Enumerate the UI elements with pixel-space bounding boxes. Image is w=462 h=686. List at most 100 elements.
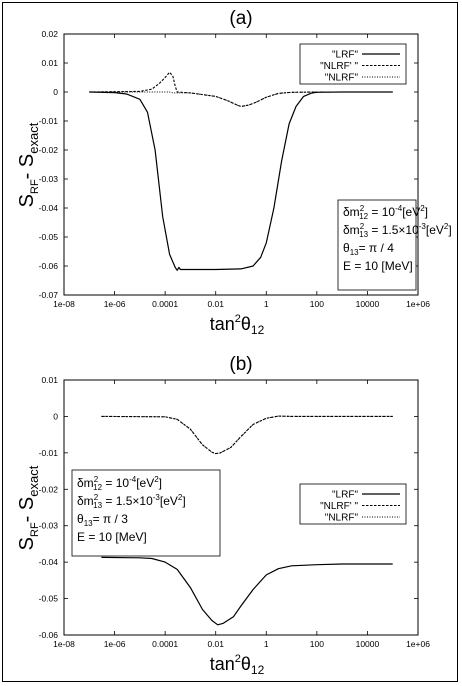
panel-a-params-box	[337, 199, 417, 291]
param-base: θ	[77, 512, 84, 526]
param-sub: 12	[359, 212, 368, 221]
param-sub: 13	[84, 519, 93, 528]
figure-frame	[2, 2, 458, 682]
panel-b-y-tick-label: -0.06	[39, 630, 59, 640]
panel-b-x-tick-label: 10000	[356, 639, 380, 649]
panel-b-series-dotted-line	[101, 415, 393, 455]
panel-a-y-tick-label: 0.01	[41, 58, 58, 68]
panel-a-x-tick-label: 1	[264, 299, 269, 309]
param-mid: = π / 4	[359, 241, 395, 255]
panel-b-y-tick-label: -0.03	[39, 521, 59, 531]
param-sup: 2	[420, 204, 425, 213]
ylabel-sub: exact	[26, 122, 41, 153]
panel-a-param-line: E = 10 [MeV]	[343, 259, 413, 273]
panel-a-series-solid-line	[89, 91, 393, 271]
panel-b-param-line: E = 10 [MeV]	[77, 530, 147, 544]
param-mid: = 10	[368, 205, 395, 219]
param-sup: -4	[129, 475, 137, 484]
xlabel-tan: tan	[210, 654, 235, 674]
param-mid: = 1.5×10	[368, 223, 419, 237]
param-unit: [eV	[402, 205, 420, 219]
panel-b-x-tick-label: 1e-06	[104, 639, 126, 649]
param-tail: ]	[448, 223, 451, 237]
param-sup: 2	[178, 493, 183, 502]
param-sub: 13	[359, 230, 368, 239]
param-sub: 13	[93, 501, 102, 510]
xlabel-theta: θ	[241, 654, 251, 674]
panel-b-y-tick-label: 0.01	[41, 375, 58, 385]
panel-b-plot-area	[63, 379, 419, 636]
xlabel-theta: θ	[241, 314, 251, 334]
panel-b-label: (b)	[229, 354, 252, 375]
ylabel-sub: exact	[26, 465, 41, 496]
panel-a-x-tick-label: 0.0001	[152, 299, 178, 309]
panel-b-x-tick-label: 0.0001	[152, 639, 178, 649]
panel-a-legend-label: "LRF"	[332, 50, 358, 61]
param-sup: 2	[444, 222, 449, 231]
param-tail: ]	[182, 494, 185, 508]
param-sup: 2	[360, 222, 365, 231]
panel-b-x-tick-label: 1e+06	[406, 639, 430, 649]
panel-a-param-line: δm2 13 = 1.5×10-3[eV2]	[343, 222, 452, 239]
panel-a-x-axis-label: tan2θ12	[210, 313, 265, 337]
param-sup: 2	[360, 204, 365, 213]
ylabel-s: S	[16, 537, 38, 550]
panel-a-legend-box	[299, 43, 407, 85]
param-sup: 2	[94, 475, 99, 484]
panel-a-y-tick-label: -0.04	[39, 203, 59, 213]
param-unit: [eV	[160, 494, 178, 508]
panel-b-x-axis-label: tan2θ12	[210, 653, 265, 677]
param-tail: ]	[425, 205, 428, 219]
panel-a-y-tick-label: 0	[53, 87, 58, 97]
panel-a-series-dotted-line	[89, 91, 393, 107]
param-sub: 13	[350, 248, 359, 257]
param-base: δm	[343, 205, 360, 219]
param-mid: = π / 3	[93, 512, 129, 526]
param-unit: [eV	[426, 223, 444, 237]
panel-b-x-tick-label: 1e-08	[53, 639, 75, 649]
panel-a-y-tick-label: -0.05	[39, 232, 59, 242]
param-unit: [eV	[136, 476, 154, 490]
panel-b-param-line: θ13= π / 3	[77, 512, 128, 528]
param-sup: -3	[153, 493, 161, 502]
panel-b-legend-label: "NLRF' "	[320, 501, 358, 512]
panel-b-legend-label: "NLRF"	[325, 513, 359, 524]
panel-a-y-tick-label: 0.02	[41, 29, 58, 39]
panel-a-param-line: θ13= π / 4	[343, 241, 394, 257]
panel-b-y-tick-label: -0.04	[39, 557, 59, 567]
panel-a-y-tick-label: -0.03	[39, 174, 59, 184]
panel-a-param-line: δm2 12 = 10-4[eV2]	[343, 204, 428, 221]
panel-b-y-tick-label: -0.02	[39, 484, 59, 494]
panel-b-y-axis-label: SRF- Sexact	[16, 465, 41, 550]
panel-a-x-tick-label: 100	[310, 299, 324, 309]
panel-b-params-box	[71, 469, 221, 557]
param-tail: ]	[159, 476, 162, 490]
panel-a-legend-label: "NLRF' "	[320, 61, 358, 72]
panel-b-series-dashed-line	[101, 415, 393, 455]
panel-a-y-axis-label: SRF- Sexact	[16, 122, 41, 207]
panel-a-label: (a)	[229, 8, 252, 29]
panel-b-y-tick-label: 0	[53, 411, 58, 421]
xlabel-tan: tan	[210, 314, 235, 334]
ylabel-sub: RF	[29, 522, 41, 537]
panel-b-y-tick-label: -0.01	[39, 448, 59, 458]
param-base: δm	[77, 476, 94, 490]
param-sub: 12	[93, 483, 102, 492]
panel-a-y-tick-label: -0.06	[39, 261, 59, 271]
panel-a-x-tick-label: 1e+06	[406, 299, 430, 309]
panel-a-y-tick-label: -0.01	[39, 116, 59, 126]
panel-b-x-tick-label: 0.01	[207, 639, 224, 649]
panel-b-x-tick-label: 100	[310, 639, 324, 649]
param-sup: 2	[154, 475, 159, 484]
xlabel-sup: 2	[235, 313, 241, 325]
panel-b-legend-label: "LRF"	[332, 490, 358, 501]
param-base: E = 10 [MeV]	[343, 259, 413, 273]
param-base: θ	[343, 241, 350, 255]
panel-a-y-tick-label: -0.07	[39, 290, 59, 300]
panel-a-y-tick-label: -0.02	[39, 145, 59, 155]
panel-a-plot-area	[63, 33, 419, 296]
param-mid: = 1.5×10	[102, 494, 153, 508]
panel-a-x-tick-label: 0.01	[207, 299, 224, 309]
panel-b-y-tick-label: -0.05	[39, 594, 59, 604]
